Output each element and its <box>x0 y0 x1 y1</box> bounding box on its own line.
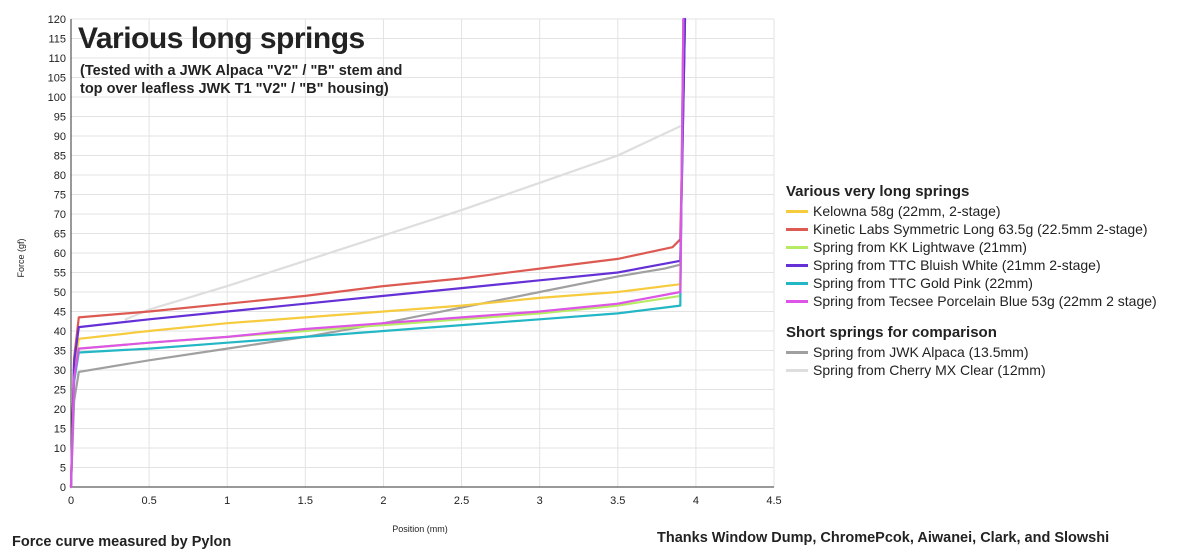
y-tick-label: 5 <box>60 463 66 475</box>
series-line-spring-from-cherry-mx-clear-12mm <box>124 125 682 321</box>
legend-item-ttc-bluish-white: Spring from TTC Bluish White (21mm 2-sta… <box>786 256 1157 274</box>
y-tick-label: 25 <box>54 385 66 397</box>
grid-lines <box>70 18 775 488</box>
y-tick-labels: 0 5 10 15 20 25 30 35 40 45 50 55 60 65 70 75 80 85 90 95 10… <box>48 14 66 494</box>
legend-label: Spring from Tecsee Porcelain Blue 53g (2… <box>813 293 1157 309</box>
legend-swatch <box>786 245 808 249</box>
legend-label: Kelowna 58g (22mm, 2-stage) <box>813 203 1001 219</box>
legend-item-jwk-alpaca: Spring from JWK Alpaca (13.5mm) <box>786 343 1157 361</box>
y-tick-label: 65 <box>54 229 66 241</box>
legend-group-title-short: Short springs for comparison <box>786 324 997 341</box>
y-tick-label: 40 <box>54 326 66 338</box>
y-tick-label: 55 <box>54 268 66 280</box>
series-line-spring-from-tecsee-porcelain-blue-53g-22mm-2-stage <box>69 17 685 489</box>
y-tick-label: 75 <box>54 190 66 202</box>
y-tick-label: 80 <box>54 170 66 182</box>
legend-item-kk-lightwave: Spring from KK Lightwave (21mm) <box>786 238 1157 256</box>
chart-subtitle: (Tested with a JWK Alpaca "V2" / "B" ste… <box>80 63 403 97</box>
y-tick-label: 45 <box>54 307 66 319</box>
y-tick-label: 120 <box>48 14 66 26</box>
x-tick-label: 4.5 <box>766 495 781 507</box>
legend-item-tecsee-porcelain-blue: Spring from Tecsee Porcelain Blue 53g (2… <box>786 292 1157 310</box>
y-tick-label: 115 <box>48 34 66 46</box>
x-tick-label: 1 <box>224 495 230 507</box>
series-line-kelowna-58g-22mm-2-stage <box>69 17 685 489</box>
y-tick-label: 50 <box>54 287 66 299</box>
footer-credit-measurement: Force curve measured by Pylon <box>12 534 232 550</box>
y-tick-label: 15 <box>54 424 66 436</box>
x-tick-label: 0.5 <box>141 495 156 507</box>
chart-title: Various long springs <box>78 22 365 55</box>
y-tick-label: 35 <box>54 346 66 358</box>
legend-label: Spring from KK Lightwave (21mm) <box>813 239 1027 255</box>
legend-item-kelowna: Kelowna 58g (22mm, 2-stage) <box>786 202 1157 220</box>
legend-label: Spring from TTC Gold Pink (22mm) <box>813 275 1033 291</box>
y-tick-label: 10 <box>54 443 66 455</box>
y-tick-label: 95 <box>54 112 66 124</box>
legend-swatch <box>786 263 808 267</box>
x-tick-label: 1.5 <box>298 495 313 507</box>
x-tick-labels: 0 0.5 1 1.5 2 2.5 3 3.5 4 4.5 <box>68 495 782 507</box>
legend-label: Spring from JWK Alpaca (13.5mm) <box>813 344 1029 360</box>
series-line-spring-from-ttc-bluish-white-21mm-2-stage <box>69 17 687 489</box>
legend: Various very long springs Kelowna 58g (2… <box>786 183 1157 379</box>
x-tick-label: 2 <box>380 495 386 507</box>
series-lines <box>69 17 687 489</box>
legend-item-ttc-gold-pink: Spring from TTC Gold Pink (22mm) <box>786 274 1157 292</box>
legend-swatch <box>786 281 808 285</box>
legend-swatch <box>786 299 808 303</box>
legend-item-cherry-mx-clear: Spring from Cherry MX Clear (12mm) <box>786 361 1157 379</box>
axes <box>70 19 774 488</box>
legend-item-kinetic-labs: Kinetic Labs Symmetric Long 63.5g (22.5m… <box>786 220 1157 238</box>
y-tick-label: 30 <box>54 365 66 377</box>
x-tick-label: 2.5 <box>454 495 469 507</box>
legend-swatch <box>786 368 808 372</box>
x-tick-label: 3.5 <box>610 495 625 507</box>
series-line-kinetic-labs-symmetric-long-63-5g-22-5mm-2-stage <box>69 17 687 489</box>
legend-swatch <box>786 350 808 354</box>
legend-swatch <box>786 209 808 213</box>
y-axis-label: Force (gf) <box>16 238 26 277</box>
y-tick-label: 85 <box>54 151 66 163</box>
legend-group-title-long: Various very long springs <box>786 183 970 200</box>
legend-swatch <box>786 227 808 231</box>
x-tick-label: 4 <box>693 495 699 507</box>
y-tick-label: 90 <box>54 131 66 143</box>
y-tick-label: 110 <box>48 53 66 65</box>
legend-label: Kinetic Labs Symmetric Long 63.5g (22.5m… <box>813 221 1148 237</box>
x-axis-label: Position (mm) <box>392 524 448 534</box>
x-tick-label: 0 <box>68 495 74 507</box>
y-tick-label: 100 <box>48 92 66 104</box>
y-tick-label: 70 <box>54 209 66 221</box>
y-tick-label: 60 <box>54 248 66 260</box>
legend-label: Spring from Cherry MX Clear (12mm) <box>813 362 1046 378</box>
y-tick-label: 0 <box>60 482 66 494</box>
footer-credit-thanks: Thanks Window Dump, ChromePcok, Aiwanei,… <box>657 530 1110 546</box>
y-tick-label: 105 <box>48 73 66 85</box>
legend-label: Spring from TTC Bluish White (21mm 2-sta… <box>813 257 1101 273</box>
x-tick-label: 3 <box>537 495 543 507</box>
y-tick-label: 20 <box>54 404 66 416</box>
